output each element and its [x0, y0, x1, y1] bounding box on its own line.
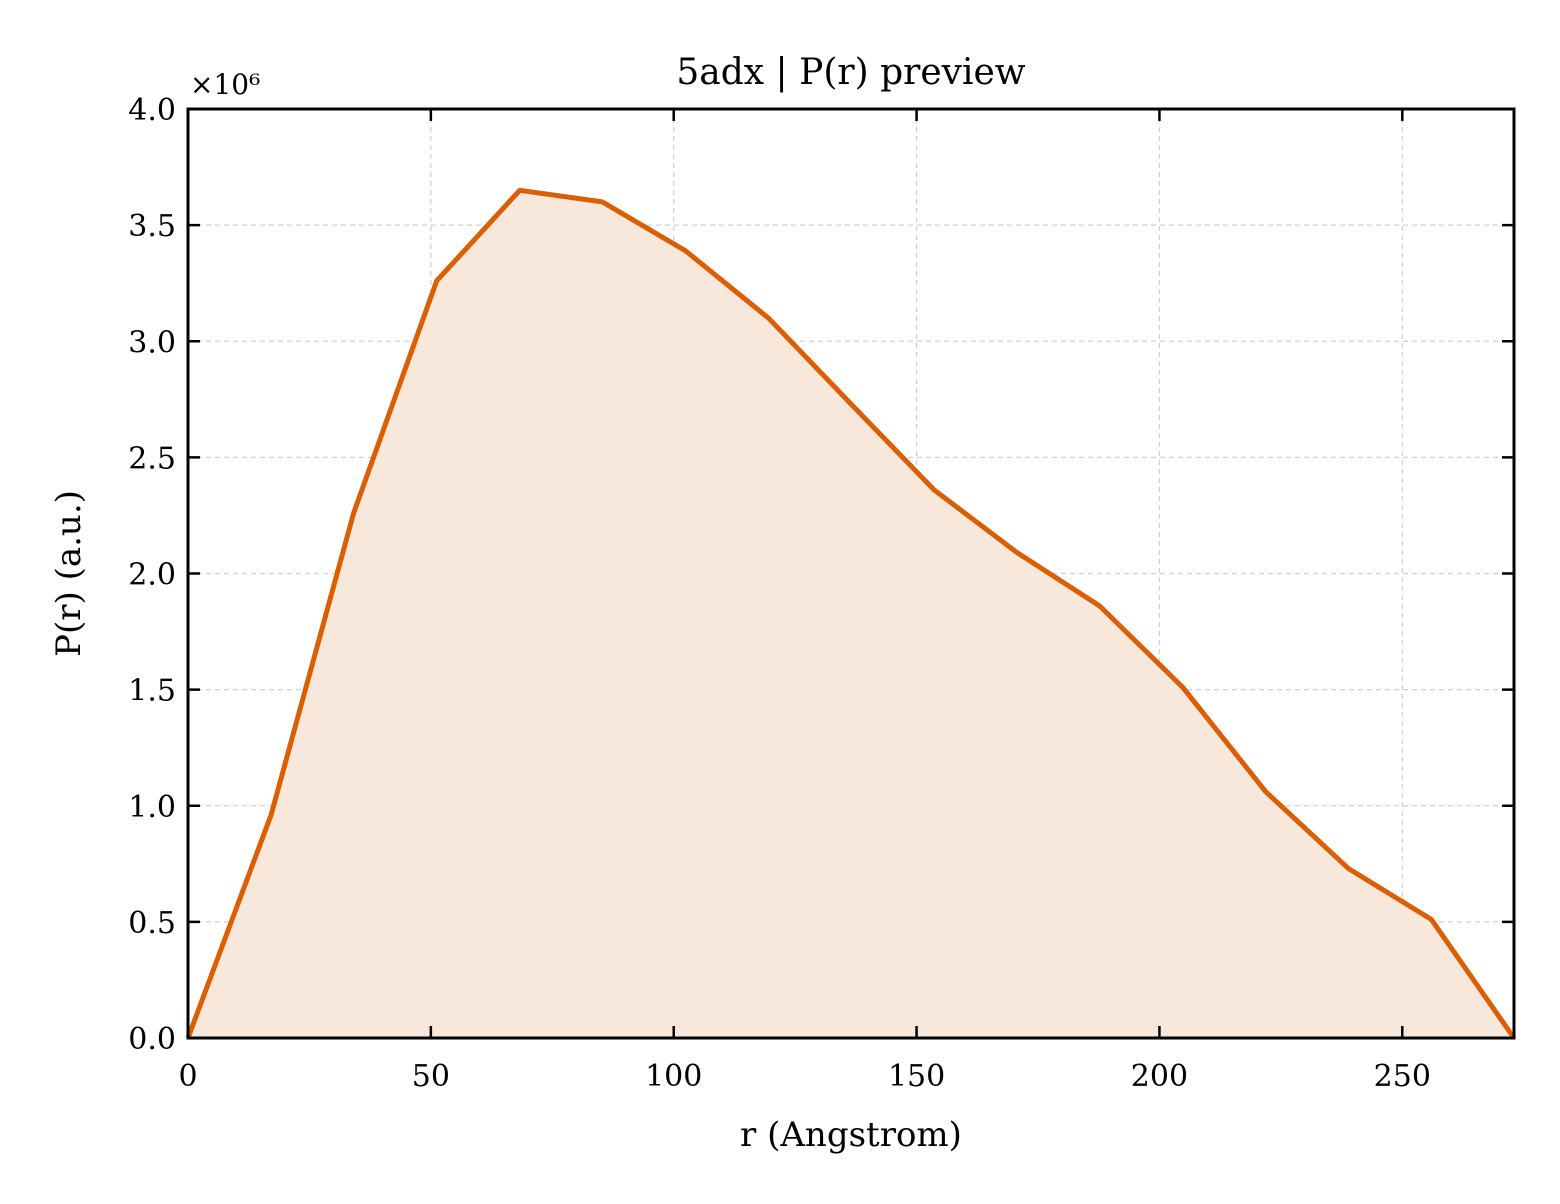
y-axis-label: P(r) (a.u.)	[49, 490, 89, 657]
x-tick-label: 100	[645, 1059, 702, 1094]
y-tick-label: 2.5	[128, 441, 176, 476]
x-tick-label: 0	[178, 1059, 197, 1094]
y-tick-label: 0.5	[128, 906, 176, 941]
x-tick-label: 250	[1374, 1059, 1431, 1094]
y-axis-scale-factor: ×10⁶	[190, 68, 260, 101]
x-tick-label: 200	[1131, 1059, 1188, 1094]
y-tick-label: 0.0	[128, 1022, 176, 1057]
y-tick-label: 3.0	[128, 325, 176, 360]
y-tick-label: 4.0	[128, 93, 176, 128]
y-tick-label: 1.5	[128, 674, 176, 709]
y-tick-label: 3.5	[128, 209, 176, 244]
x-axis-label: r (Angstrom)	[740, 1115, 962, 1155]
y-tick-label: 2.0	[128, 558, 176, 593]
x-tick-label: 50	[412, 1059, 450, 1094]
x-tick-label: 150	[888, 1059, 945, 1094]
chart-title: 5adx | P(r) preview	[676, 52, 1025, 93]
y-tick-label: 1.0	[128, 790, 176, 825]
